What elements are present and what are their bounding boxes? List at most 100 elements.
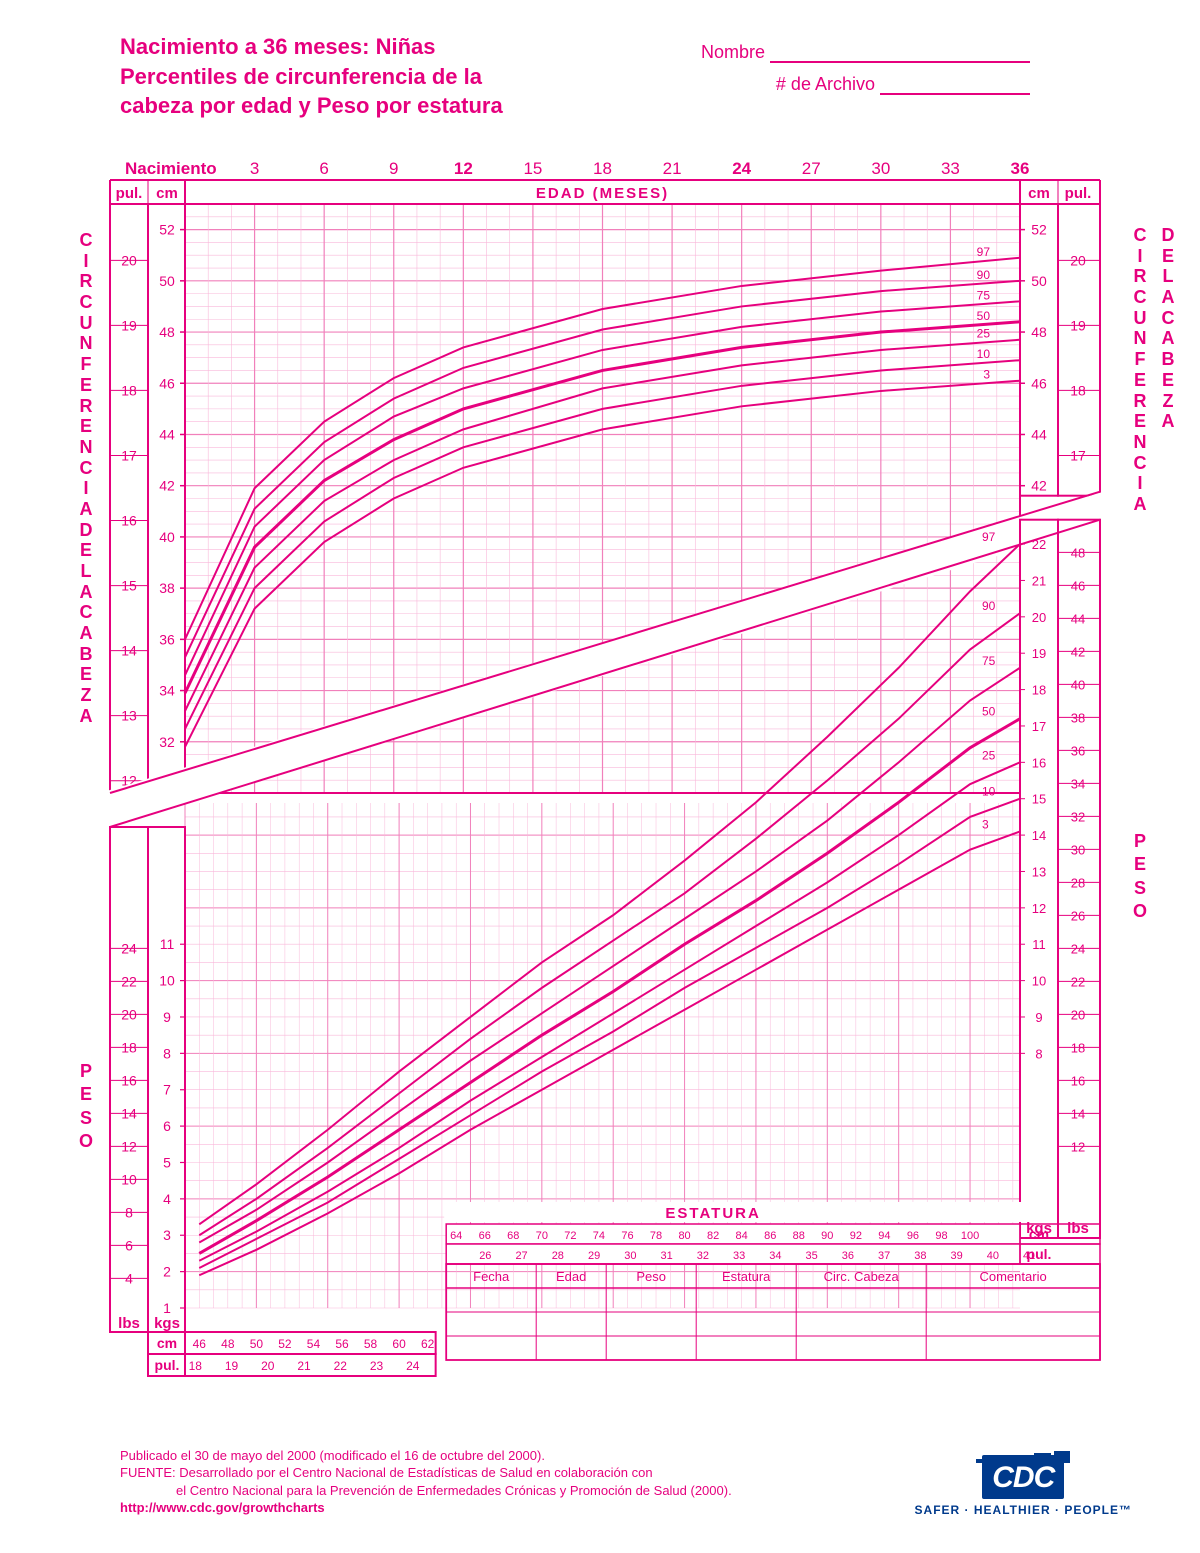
svg-text:30: 30	[624, 1250, 636, 1262]
svg-text:19: 19	[1032, 646, 1046, 661]
svg-text:16: 16	[1032, 755, 1046, 770]
record-field[interactable]: # de Archivo	[776, 74, 1030, 95]
svg-text:40: 40	[987, 1250, 999, 1262]
svg-text:44: 44	[159, 426, 175, 442]
svg-text:lbs: lbs	[118, 1315, 140, 1332]
svg-text:50: 50	[250, 1337, 264, 1351]
svg-text:3: 3	[163, 1227, 171, 1243]
name-label: Nombre	[701, 42, 765, 62]
svg-text:94: 94	[878, 1230, 890, 1242]
svg-text:38: 38	[914, 1250, 926, 1262]
svg-text:pul.: pul.	[116, 185, 143, 202]
svg-text:6: 6	[163, 1118, 171, 1134]
svg-text:3: 3	[983, 368, 990, 382]
svg-text:90: 90	[821, 1230, 833, 1242]
svg-text:50: 50	[982, 705, 996, 719]
growth-chart-svg: Nacimiento369121518212427303336pul.cmcmp…	[70, 158, 1140, 1433]
svg-text:32: 32	[697, 1250, 709, 1262]
svg-text:37: 37	[878, 1250, 890, 1262]
svg-text:90: 90	[982, 599, 996, 613]
svg-text:19: 19	[225, 1359, 239, 1373]
svg-text:75: 75	[982, 654, 996, 668]
svg-text:62: 62	[421, 1337, 435, 1351]
svg-text:2: 2	[163, 1264, 171, 1280]
svg-text:22: 22	[1032, 537, 1046, 552]
svg-text:26: 26	[479, 1250, 491, 1262]
svg-text:56: 56	[335, 1337, 349, 1351]
svg-text:12: 12	[1071, 1139, 1085, 1154]
svg-text:18: 18	[1032, 683, 1046, 698]
name-rule	[770, 61, 1030, 63]
svg-text:12: 12	[1032, 901, 1046, 916]
svg-text:76: 76	[621, 1230, 633, 1242]
svg-text:24: 24	[406, 1359, 420, 1373]
svg-text:15: 15	[523, 159, 542, 178]
svg-text:13: 13	[1032, 864, 1046, 879]
svg-text:Edad: Edad	[556, 1269, 586, 1284]
svg-text:10: 10	[982, 785, 996, 799]
svg-text:88: 88	[793, 1230, 805, 1242]
svg-text:11: 11	[1032, 937, 1046, 952]
svg-text:96: 96	[907, 1230, 919, 1242]
svg-text:kgs: kgs	[154, 1315, 180, 1332]
record-rule	[880, 93, 1030, 95]
svg-text:39: 39	[951, 1250, 963, 1262]
svg-text:58: 58	[364, 1337, 378, 1351]
svg-text:20: 20	[1032, 610, 1046, 625]
svg-text:18: 18	[189, 1359, 203, 1373]
svg-text:14: 14	[1032, 828, 1046, 843]
svg-text:pul.: pul.	[1065, 185, 1092, 202]
record-label: # de Archivo	[776, 74, 875, 94]
svg-text:31: 31	[660, 1250, 672, 1262]
svg-text:42: 42	[159, 478, 175, 494]
svg-text:33: 33	[941, 159, 960, 178]
svg-text:EDAD (MESES): EDAD (MESES)	[536, 185, 669, 202]
svg-text:Peso: Peso	[636, 1269, 666, 1284]
svg-text:97: 97	[982, 530, 996, 544]
header: Nacimiento a 36 meses: Niñas Percentiles…	[120, 32, 1110, 121]
svg-text:50: 50	[977, 309, 991, 323]
svg-text:3: 3	[250, 159, 259, 178]
svg-text:21: 21	[297, 1359, 311, 1373]
svg-text:lbs: lbs	[1067, 1220, 1089, 1237]
svg-text:64: 64	[450, 1230, 462, 1242]
cdc-tagline: SAFER · HEALTHIER · PEOPLE™	[915, 1503, 1132, 1517]
svg-text:36: 36	[1011, 159, 1030, 178]
svg-text:52: 52	[1031, 222, 1047, 238]
svg-text:100: 100	[961, 1230, 979, 1242]
svg-text:86: 86	[764, 1230, 776, 1242]
svg-text:30: 30	[871, 159, 890, 178]
svg-text:52: 52	[159, 222, 175, 238]
svg-text:10: 10	[159, 973, 175, 989]
svg-text:34: 34	[769, 1250, 781, 1262]
svg-text:1: 1	[163, 1300, 171, 1316]
svg-text:44: 44	[1031, 426, 1047, 442]
svg-text:75: 75	[977, 288, 991, 302]
svg-text:52: 52	[278, 1337, 292, 1351]
svg-text:46: 46	[193, 1337, 207, 1351]
title-line-3: cabeza por edad y Peso por estatura	[120, 91, 1110, 121]
svg-text:11: 11	[160, 936, 175, 952]
svg-text:68: 68	[507, 1230, 519, 1242]
name-field[interactable]: Nombre	[701, 42, 1030, 63]
svg-text:78: 78	[650, 1230, 662, 1242]
svg-text:98: 98	[935, 1230, 947, 1242]
svg-text:17: 17	[1032, 719, 1046, 734]
svg-text:42: 42	[1031, 478, 1047, 494]
svg-text:15: 15	[1032, 792, 1046, 807]
svg-text:97: 97	[977, 245, 991, 259]
svg-text:54: 54	[307, 1337, 321, 1351]
svg-text:pul.: pul.	[155, 1357, 180, 1373]
svg-text:72: 72	[564, 1230, 576, 1242]
svg-text:Circ. Cabeza: Circ. Cabeza	[824, 1269, 900, 1284]
svg-text:74: 74	[593, 1230, 605, 1242]
svg-text:8: 8	[163, 1045, 171, 1061]
cdc-block: CDC SAFER · HEALTHIER · PEOPLE™	[915, 1455, 1132, 1517]
svg-text:Comentario: Comentario	[979, 1269, 1046, 1284]
svg-text:22: 22	[334, 1359, 348, 1373]
svg-text:46: 46	[159, 375, 175, 391]
svg-text:cm: cm	[1029, 1226, 1049, 1242]
svg-text:48: 48	[1031, 324, 1047, 340]
svg-text:92: 92	[850, 1230, 862, 1242]
svg-text:70: 70	[536, 1230, 548, 1242]
